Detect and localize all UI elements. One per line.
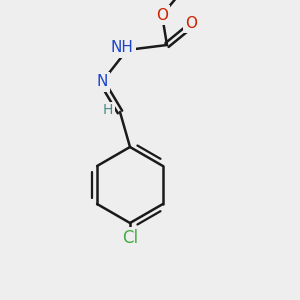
- Text: O: O: [185, 16, 197, 31]
- Text: N: N: [116, 40, 128, 56]
- Text: NH: NH: [111, 40, 134, 56]
- Text: N: N: [96, 74, 108, 89]
- Text: O: O: [156, 8, 168, 22]
- Text: H: H: [103, 103, 113, 117]
- Text: Cl: Cl: [122, 229, 138, 247]
